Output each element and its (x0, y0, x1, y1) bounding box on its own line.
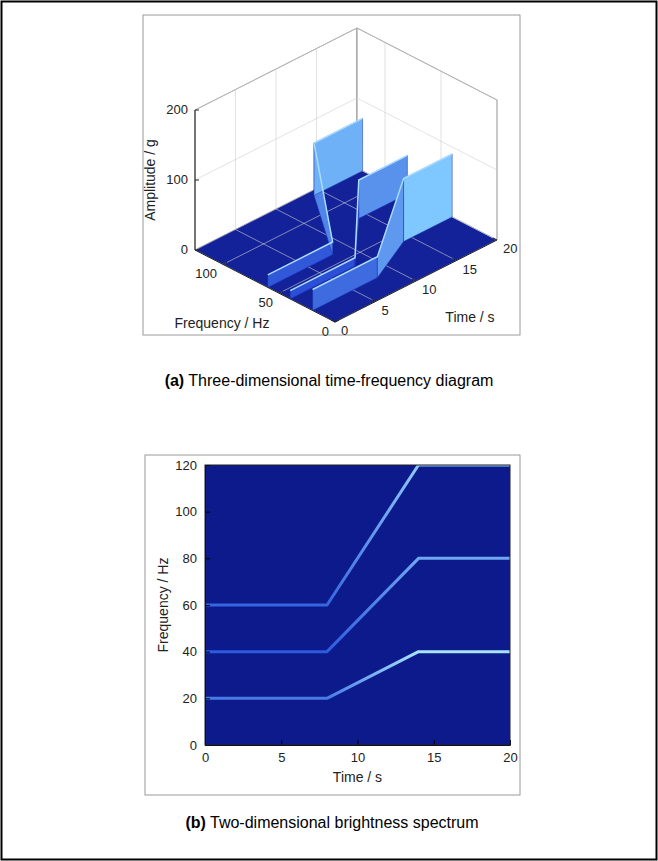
tick: 60 (183, 598, 210, 613)
tick-mark (434, 740, 435, 745)
tick-label: 20 (183, 691, 197, 706)
tick-mark (493, 238, 497, 240)
tick-label: 0 (181, 242, 188, 257)
tick: 80 (183, 551, 210, 566)
tick-mark (205, 698, 210, 699)
panel-b: 0 5 10 15 20 0 20 40 60 80 100 120 Time / s Frequency… (155, 458, 518, 785)
tick: 10 (351, 740, 365, 765)
caption-text: Three-dimensional time-frequency diagram (184, 372, 493, 389)
tick-label: 5 (278, 750, 285, 765)
ridge-line (205, 652, 510, 699)
tick-mark (279, 291, 283, 293)
axis-title: Time / s (333, 769, 382, 785)
ridge-crest (268, 118, 363, 274)
tick-label: 20 (503, 241, 517, 256)
tick-label: 0 (341, 323, 348, 338)
ridges (205, 465, 510, 698)
caption-letter: (b) (185, 814, 205, 831)
axis-title: Time / s (445, 309, 494, 325)
tick-label: 120 (175, 458, 197, 473)
tick-mark (205, 652, 210, 653)
tick-label: 0 (190, 738, 197, 753)
tick-label: 50 (259, 295, 273, 310)
panel-a: 050100051015200100200Frequency / HzTime … (142, 28, 517, 339)
panel-frame (143, 15, 520, 335)
tick-label: 0 (322, 324, 329, 339)
chart-root: 050100051015200100200Frequency / HzTime … (0, 0, 658, 861)
ridge-crest (313, 154, 453, 290)
tick-label: 40 (183, 644, 197, 659)
tick: 5 (278, 740, 285, 765)
tick-label: 100 (175, 504, 197, 519)
x-axis: 0 5 10 15 20 (202, 740, 518, 765)
tick: 20 (183, 691, 210, 706)
tick-label: 15 (427, 750, 441, 765)
tick-label: 10 (422, 282, 436, 297)
tick-label: 100 (166, 172, 188, 187)
tick-label: 15 (463, 262, 477, 277)
tick-label: 5 (382, 303, 389, 318)
tick-label: 80 (183, 551, 197, 566)
tick-mark (205, 605, 210, 606)
tick-mark (195, 250, 199, 251)
axis-title: Frequency / Hz (155, 558, 171, 653)
tick: 40 (183, 644, 210, 659)
plot-box (205, 465, 510, 745)
tick-mark (281, 740, 282, 745)
plot-background (205, 465, 510, 745)
grid-line (195, 28, 497, 110)
ridge-crest (290, 155, 407, 290)
ridges (268, 118, 452, 310)
axes: 050100051015200100200Frequency / HzTime … (142, 102, 517, 339)
tick-mark (335, 320, 339, 322)
tick-label: 10 (351, 750, 365, 765)
tick-label: 100 (195, 266, 217, 281)
tick-label: 0 (202, 750, 209, 765)
axis-line-frequency (195, 250, 335, 322)
tick-mark (412, 279, 416, 281)
panel-caption: (a) Three-dimensional time-frequency dia… (165, 372, 494, 389)
outer-border (2, 2, 657, 860)
grid-line (276, 69, 416, 281)
tick-label: 200 (166, 102, 188, 117)
tick: 15 (427, 740, 441, 765)
tick-mark (372, 300, 376, 302)
caption-text: Two-dimensional brightness spectrum (206, 814, 479, 831)
tick-mark (358, 740, 359, 745)
tick-mark (331, 320, 335, 322)
tick-mark (195, 180, 199, 181)
ridge-face (313, 257, 378, 311)
ridge-face (377, 179, 403, 278)
panel-frame (145, 455, 520, 795)
tick-label: 20 (503, 750, 517, 765)
axis-title: Frequency / Hz (175, 315, 270, 331)
tick-label: 60 (183, 598, 197, 613)
tick-mark (195, 110, 199, 111)
ridge-line (205, 465, 510, 605)
tick-mark (205, 558, 210, 559)
caption-letter: (a) (165, 372, 185, 389)
axis-title: Amplitude / g (142, 139, 158, 221)
tick-mark (223, 262, 227, 264)
tick-mark (453, 259, 457, 261)
panel-caption: (b) Two-dimensional brightness spectrum (185, 814, 478, 831)
grid (195, 28, 497, 322)
tick-mark (205, 512, 210, 513)
figure: 050100051015200100200Frequency / HzTime … (0, 0, 658, 861)
